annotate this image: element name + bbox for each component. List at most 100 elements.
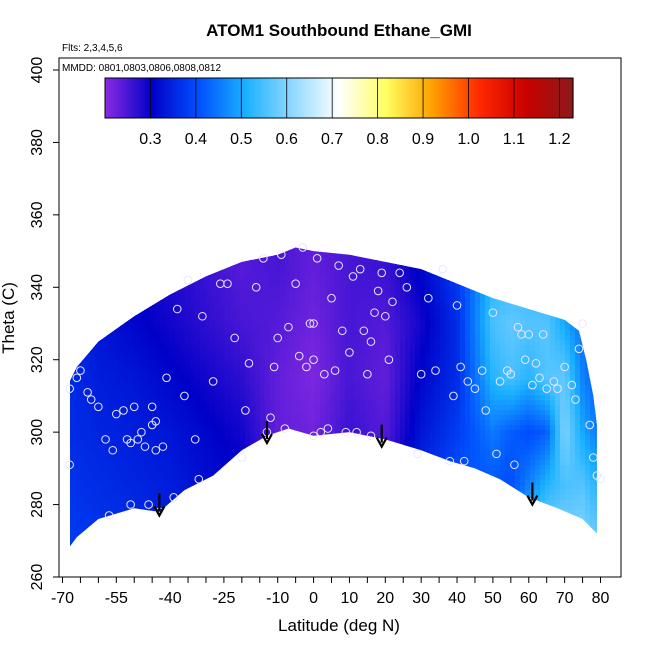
field-cell — [335, 250, 341, 256]
field-cell — [435, 530, 441, 536]
field-cell — [240, 445, 246, 451]
field-cell — [285, 340, 291, 346]
dates-annotation: MMDD: 0801,0803,0806,0808,0812 — [62, 63, 221, 74]
field-cell — [240, 255, 246, 261]
field-cell — [370, 390, 376, 396]
field-cell — [220, 485, 226, 491]
field-cell — [320, 290, 326, 296]
field-cell — [250, 460, 256, 466]
field-cell — [70, 315, 76, 321]
field-cell — [285, 500, 291, 506]
field-cell — [140, 510, 146, 516]
field-cell — [365, 490, 371, 496]
field-cell — [75, 485, 81, 491]
field-cell — [125, 555, 131, 561]
field-cell — [220, 525, 226, 531]
field-cell — [330, 470, 336, 476]
field-cell — [205, 435, 211, 441]
field-cell — [155, 365, 161, 371]
field-cell — [380, 510, 386, 516]
field-cell — [150, 285, 156, 291]
field-cell — [275, 265, 281, 271]
field-cell — [380, 530, 386, 536]
field-cell — [370, 470, 376, 476]
field-cell — [435, 550, 441, 552]
field-cell — [245, 440, 251, 446]
field-cell — [105, 535, 111, 541]
field-cell — [235, 540, 241, 546]
field-cell — [270, 475, 276, 481]
field-cell — [375, 450, 381, 456]
field-cell — [345, 395, 351, 401]
field-cell — [230, 515, 236, 521]
field-cell — [340, 490, 346, 496]
field-cell — [75, 455, 81, 461]
field-cell — [110, 465, 116, 471]
field-cell — [250, 330, 256, 336]
field-cell — [75, 260, 81, 266]
field-cell — [190, 250, 196, 256]
field-cell — [270, 360, 276, 366]
field-cell — [75, 430, 81, 436]
field-cell — [345, 455, 351, 461]
field-cell — [360, 460, 366, 466]
field-cell — [420, 535, 426, 541]
field-cell — [345, 335, 351, 341]
field-cell — [410, 445, 416, 451]
field-cell — [235, 335, 241, 341]
field-cell — [105, 545, 111, 551]
field-cell — [125, 240, 131, 246]
field-cell — [120, 295, 126, 301]
field-cell — [155, 260, 161, 266]
field-cell — [100, 285, 106, 291]
field-cell — [70, 515, 76, 521]
field-cell — [80, 525, 86, 531]
field-cell — [310, 365, 316, 371]
field-cell — [150, 275, 156, 281]
field-cell — [210, 430, 216, 436]
field-cell — [220, 260, 226, 266]
field-cell — [270, 240, 276, 246]
field-cell — [190, 495, 196, 501]
field-cell — [450, 235, 456, 241]
field-cell — [235, 265, 241, 271]
field-cell — [115, 535, 121, 541]
field-cell — [75, 525, 81, 531]
field-cell — [430, 400, 436, 406]
field-cell — [95, 475, 101, 481]
field-cell — [320, 520, 326, 526]
field-cell — [345, 295, 351, 301]
field-cell — [420, 300, 426, 306]
field-cell — [95, 290, 101, 296]
field-cell — [270, 390, 276, 396]
field-cell — [195, 390, 201, 396]
field-cell — [365, 290, 371, 296]
field-cell — [295, 325, 301, 331]
field-cell — [75, 470, 81, 476]
field-cell — [380, 330, 386, 336]
field-cell — [130, 390, 136, 396]
field-cell — [250, 410, 256, 416]
field-cell — [450, 265, 456, 271]
field-cell — [185, 325, 191, 331]
field-cell — [305, 270, 311, 276]
field-cell — [385, 415, 391, 421]
field-cell — [110, 320, 116, 326]
field-cell — [90, 260, 96, 266]
field-cell — [420, 335, 426, 341]
field-cell — [80, 330, 86, 336]
field-cell — [350, 525, 356, 531]
field-cell — [155, 405, 161, 411]
field-cell — [220, 330, 226, 336]
field-cell — [340, 455, 346, 461]
field-cell — [255, 290, 261, 296]
field-cell — [445, 250, 451, 256]
field-cell — [445, 400, 451, 406]
field-cell — [385, 555, 391, 561]
field-cell — [240, 305, 246, 311]
field-cell — [450, 430, 456, 436]
field-cell — [85, 370, 91, 376]
field-cell — [125, 455, 131, 461]
field-cell — [70, 530, 76, 536]
field-cell — [175, 315, 181, 321]
